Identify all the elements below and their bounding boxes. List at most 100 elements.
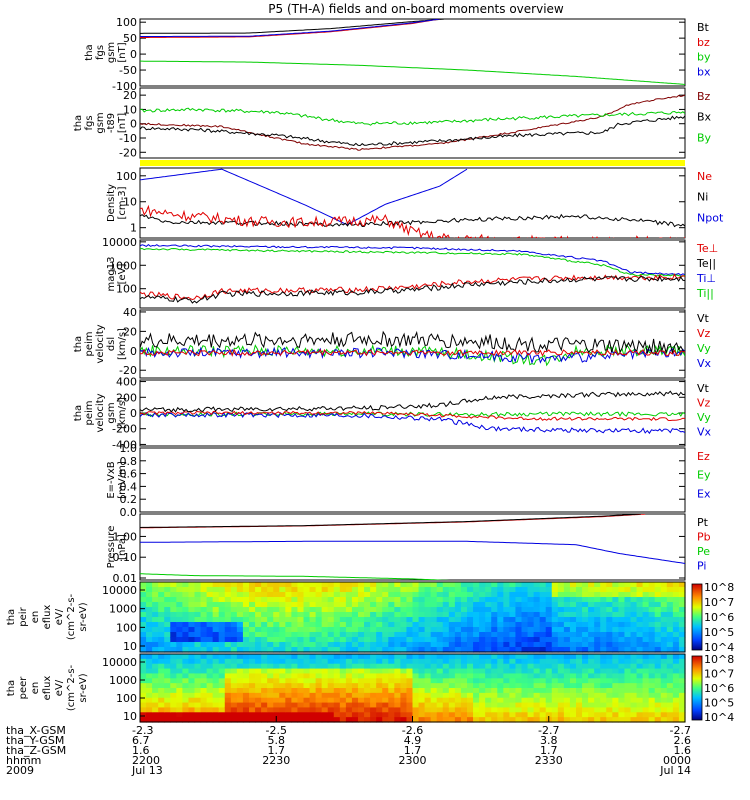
heatmap-cell <box>473 654 480 660</box>
heatmap-cell <box>521 602 529 608</box>
heatmap-cell <box>218 683 226 689</box>
heatmap-cell <box>424 658 432 665</box>
heatmap-cell <box>152 712 159 718</box>
heatmap-cell <box>624 637 632 643</box>
heatmap-cell <box>242 632 250 638</box>
heatmap-cell <box>569 658 577 665</box>
heatmap-cell <box>206 617 214 623</box>
heatmap-cell <box>388 642 395 648</box>
heatmap-cell <box>370 668 377 675</box>
heatmap-cell <box>315 607 323 613</box>
heatmap-cell <box>509 712 517 718</box>
heatmap-cell <box>576 663 583 670</box>
heatmap-cell <box>146 647 153 653</box>
heatmap-cell <box>606 602 613 608</box>
heatmap-cell <box>297 612 305 618</box>
heatmap-cell <box>164 612 171 618</box>
heatmap-cell <box>467 654 474 660</box>
heatmap-cell <box>448 642 456 648</box>
heatmap-cell <box>194 692 202 699</box>
heatmap-cell <box>188 622 196 628</box>
heatmap-cell <box>291 617 299 623</box>
heatmap-cell <box>164 627 171 633</box>
heatmap-cell <box>654 692 662 699</box>
heatmap-cell <box>315 688 323 694</box>
heatmap-cell <box>188 612 196 618</box>
heatmap-cell <box>303 627 311 633</box>
heatmap-cell <box>140 592 147 598</box>
heatmap-cell <box>521 654 529 660</box>
heatmap-cell <box>612 678 619 684</box>
heatmap-cell <box>242 683 250 689</box>
heatmap-cell <box>576 587 583 593</box>
heatmap-cell <box>672 692 680 699</box>
y-tick-label: 10 <box>123 640 137 653</box>
heatmap-cell <box>636 582 644 588</box>
heatmap-cell <box>388 673 395 679</box>
heatmap-cell <box>376 668 383 675</box>
heatmap-cell <box>315 637 323 643</box>
heatmap-cell <box>230 607 238 613</box>
heatmap-cell <box>230 627 238 633</box>
heatmap-cell <box>285 617 292 623</box>
heatmap-cell <box>527 673 535 679</box>
heatmap-cell <box>345 717 353 723</box>
heatmap-cell <box>612 697 619 704</box>
legend-entry: bx <box>697 65 711 78</box>
heatmap-cell <box>485 582 492 588</box>
heatmap-cell <box>358 692 365 699</box>
heatmap-cell <box>618 587 626 593</box>
heatmap-cell <box>406 658 414 665</box>
y-axis-label: fgs <box>84 115 95 130</box>
heatmap-cell <box>140 688 147 694</box>
heatmap-cell <box>660 654 668 660</box>
heatmap-cell <box>309 617 317 623</box>
heatmap-cell <box>152 658 159 665</box>
heatmap-cell <box>285 702 292 709</box>
heatmap-cell <box>406 597 414 603</box>
heatmap-cell <box>666 673 674 679</box>
heatmap-cell <box>467 627 474 633</box>
heatmap-cell <box>582 712 589 718</box>
heatmap-cell <box>176 612 183 618</box>
series-line-Ne <box>140 204 685 238</box>
heatmap-cell <box>648 688 656 694</box>
ephemeris-table: tha_X-GSMtha_Y-GSMtha_Z-GSMhhmm2009-2.36… <box>6 724 691 777</box>
heatmap-cell <box>255 617 262 623</box>
heatmap-cell <box>267 612 274 618</box>
heatmap-cell <box>479 692 486 699</box>
heatmap-cell <box>182 654 190 660</box>
heatmap-cell <box>460 602 468 608</box>
heatmap-cell <box>194 673 202 679</box>
heatmap-cell <box>158 587 165 593</box>
heatmap-cell <box>394 642 401 648</box>
heatmap-cell <box>557 707 565 713</box>
heatmap-cell <box>606 692 613 699</box>
heatmap-cell <box>291 673 299 679</box>
heatmap-cell <box>333 612 341 618</box>
heatmap-cell <box>521 597 529 603</box>
heatmap-cell <box>388 668 395 675</box>
heatmap-cell <box>557 632 565 638</box>
heatmap-cell <box>539 607 547 613</box>
heatmap-cell <box>509 607 517 613</box>
heatmap-cell <box>188 683 196 689</box>
heatmap-cell <box>569 712 577 718</box>
heatmap-cell <box>654 617 662 623</box>
heatmap-cell <box>279 663 286 670</box>
heatmap-cell <box>569 654 577 660</box>
heatmap-cell <box>236 642 244 648</box>
heatmap-cell <box>600 602 607 608</box>
heatmap-cell <box>672 607 680 613</box>
heatmap-cell <box>370 637 377 643</box>
heatmap-cell <box>660 678 668 684</box>
heatmap-cell <box>230 622 238 628</box>
heatmap-cell <box>249 683 256 689</box>
heatmap-cell <box>333 592 341 598</box>
ephemeris-value: Jul 13 <box>131 764 163 777</box>
heatmap-cell <box>430 712 438 718</box>
heatmap-cell <box>545 692 553 699</box>
